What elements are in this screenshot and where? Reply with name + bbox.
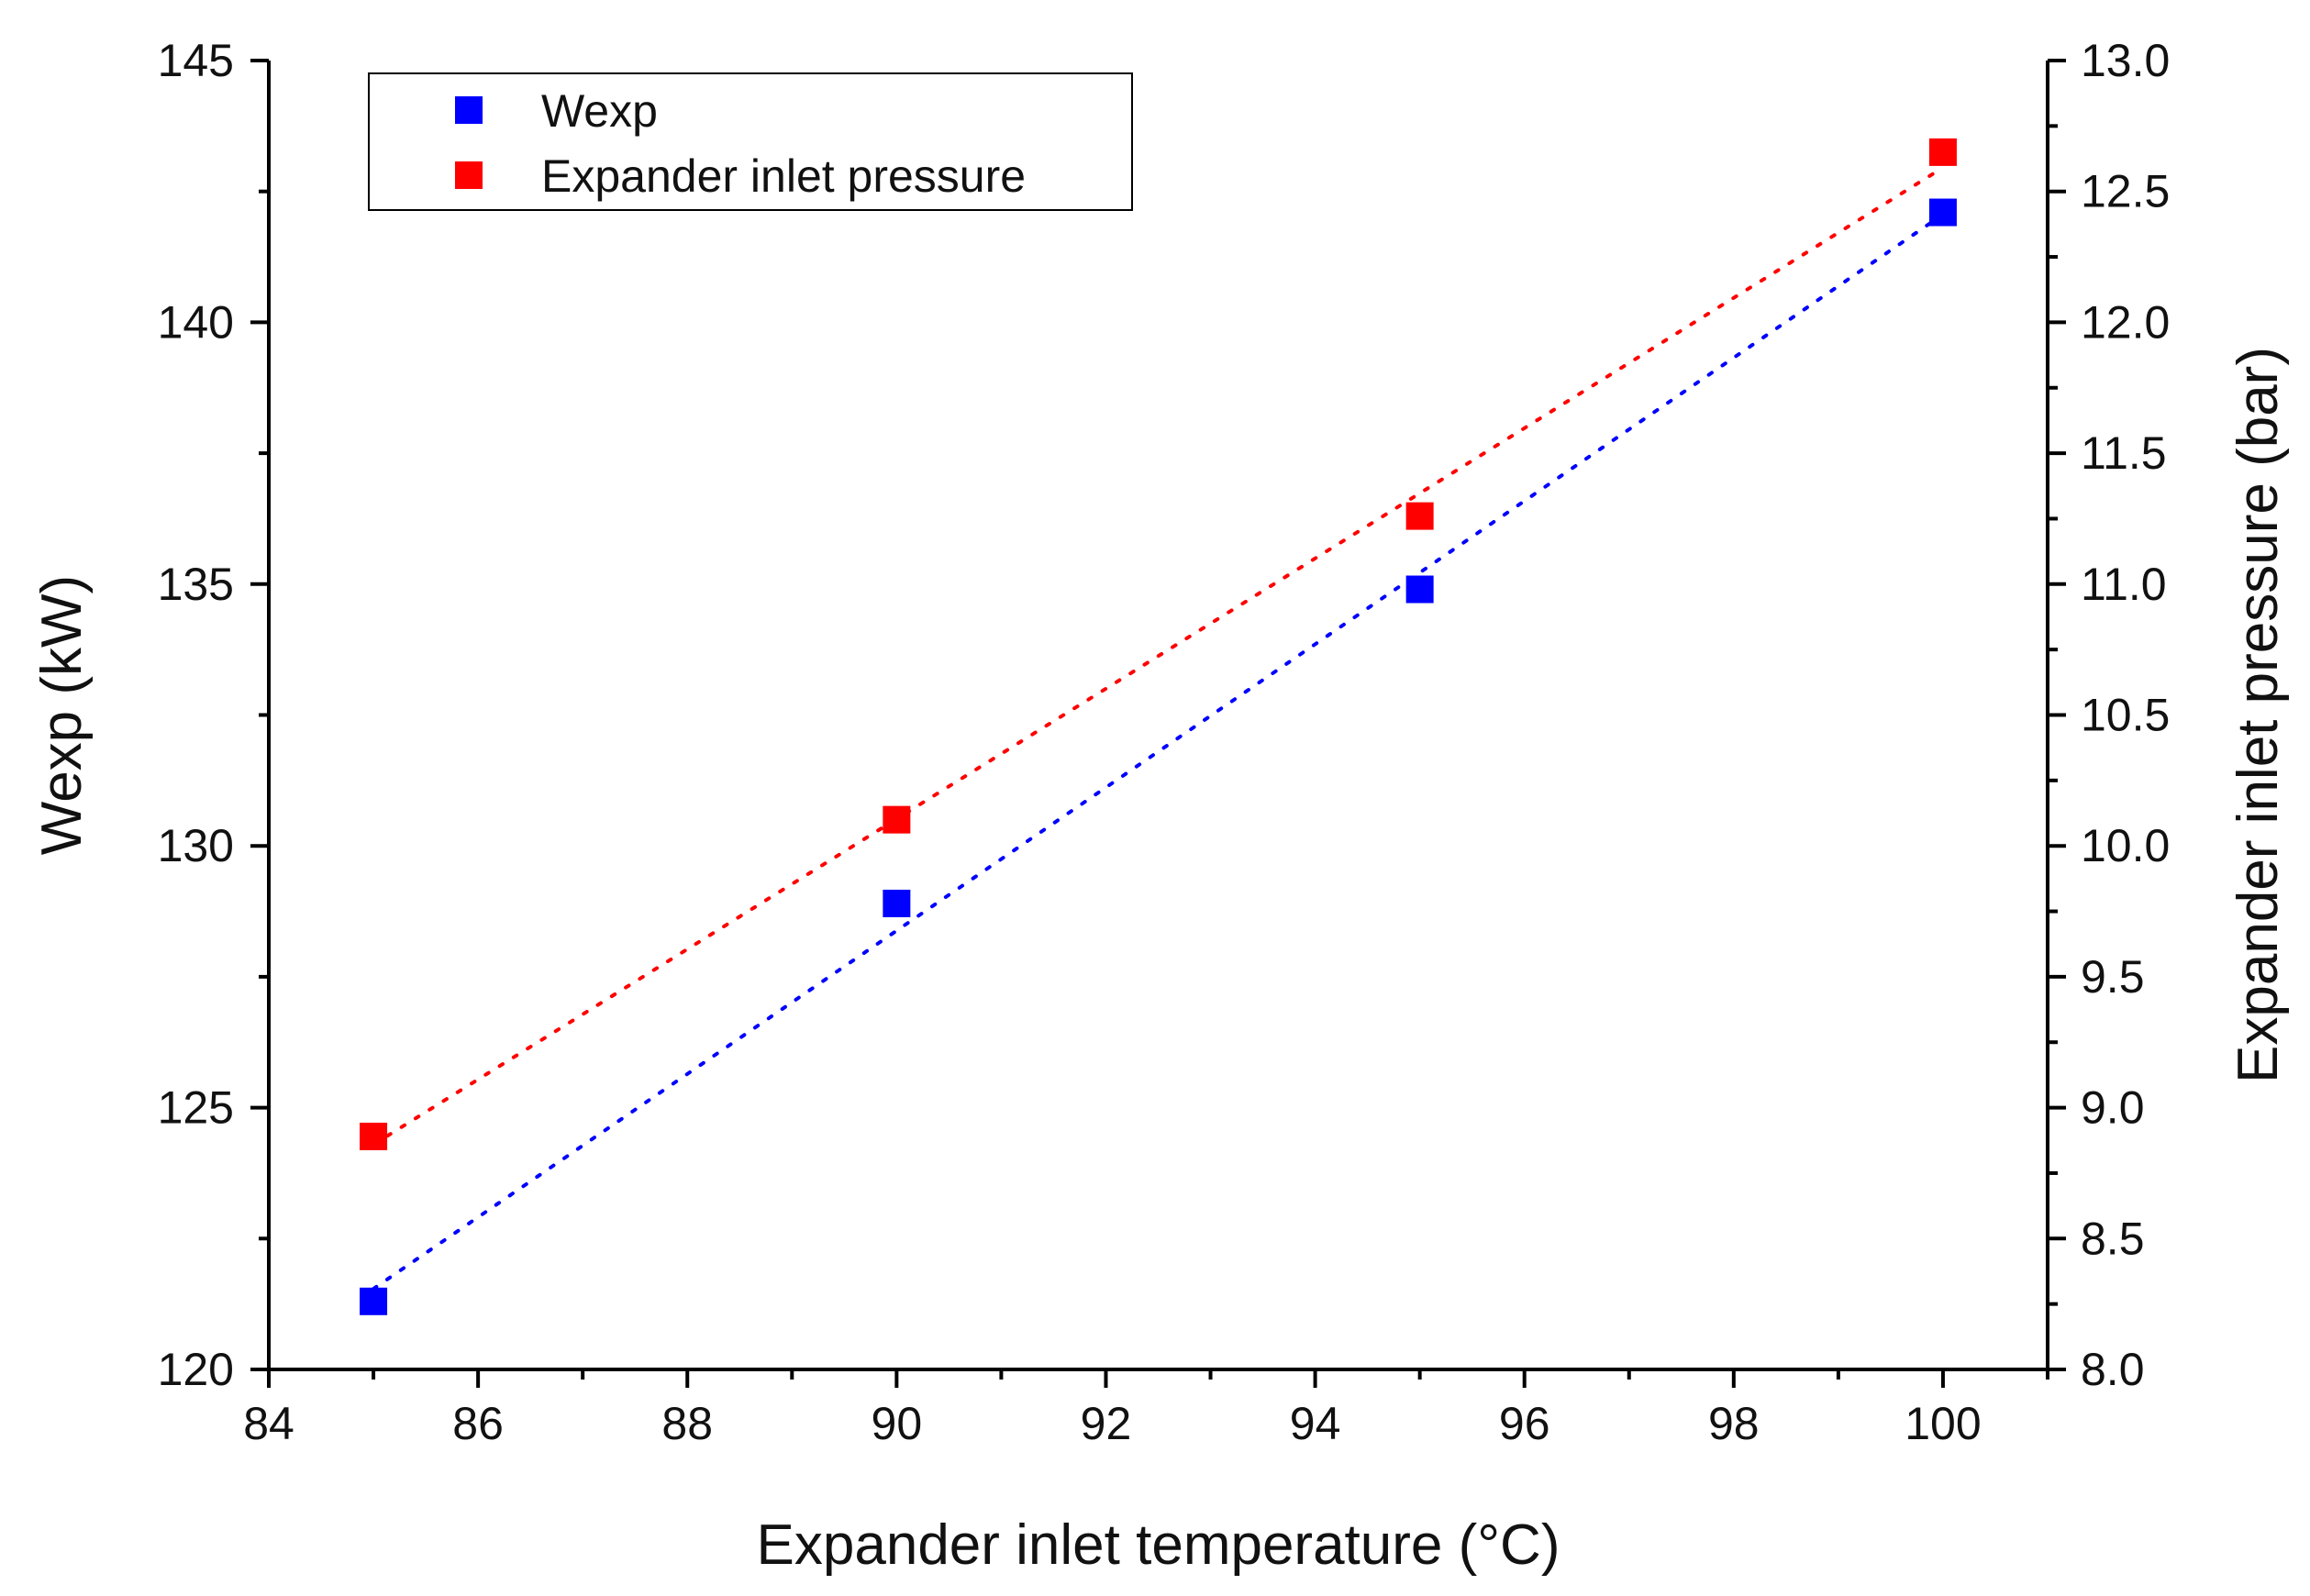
x-tick-label: 86 — [452, 1398, 504, 1449]
ticks: 84 86 88 90 92 94 96 98 100 120 125 130 135 140 145 8.0… — [158, 35, 2171, 1449]
x-axis-title: Expander inlet temperature (°C) — [757, 1513, 1560, 1577]
data-markers — [360, 138, 1957, 1315]
data-point-series-1 — [360, 1122, 388, 1150]
x-tick-label: 96 — [1499, 1398, 1550, 1449]
y-right-tick-label: 10.0 — [2081, 820, 2170, 871]
y-right-tick-label: 10.5 — [2081, 690, 2170, 741]
trendline-series-0 — [372, 212, 1945, 1291]
legend-label-wexp: Wexp — [541, 85, 658, 137]
data-point-series-0 — [1405, 575, 1434, 604]
x-tick-label: 100 — [1905, 1398, 1981, 1449]
y-right-tick-label: 8.5 — [2081, 1213, 2145, 1264]
y-left-tick-label: 140 — [158, 296, 234, 348]
data-point-series-0 — [1928, 198, 1957, 227]
legend-swatch-wexp — [455, 96, 483, 124]
legend-swatch-pressure — [455, 161, 483, 189]
y-right-tick-label: 11.5 — [2081, 427, 2167, 479]
x-tick-label: 92 — [1081, 1398, 1132, 1449]
data-point-series-1 — [1405, 502, 1434, 530]
x-tick-label: 90 — [872, 1398, 923, 1449]
x-tick-label: 98 — [1708, 1398, 1760, 1449]
data-point-series-1 — [883, 805, 911, 834]
legend: Wexp Expander inlet pressure — [368, 72, 1133, 211]
y-right-tick-label: 8.0 — [2081, 1344, 2145, 1395]
data-point-series-0 — [360, 1287, 388, 1315]
x-tick-label: 94 — [1290, 1398, 1341, 1449]
y-axis-right-title: Expander inlet pressure (bar) — [2227, 347, 2290, 1083]
data-point-series-1 — [1928, 138, 1957, 166]
data-point-series-0 — [883, 889, 911, 917]
x-tick-label: 84 — [243, 1398, 294, 1449]
legend-label-pressure: Expander inlet pressure — [541, 150, 1026, 202]
y-right-tick-label: 12.0 — [2081, 296, 2170, 348]
y-left-tick-label: 120 — [158, 1344, 234, 1395]
y-right-tick-label: 12.5 — [2081, 166, 2170, 217]
y-right-tick-label: 11.0 — [2081, 559, 2167, 610]
trendline-series-1 — [372, 165, 1945, 1147]
y-right-tick-label: 9.0 — [2081, 1082, 2145, 1134]
axes — [267, 61, 2049, 1371]
y-right-tick-label: 13.0 — [2081, 35, 2170, 86]
y-left-tick-label: 125 — [158, 1082, 234, 1134]
y-left-tick-label: 145 — [158, 35, 234, 86]
y-left-tick-label: 135 — [158, 559, 234, 610]
y-axis-left-title: Wexp (kW) — [30, 575, 94, 855]
legend-box — [368, 72, 1133, 211]
y-left-tick-label: 130 — [158, 820, 234, 871]
trendlines — [372, 165, 1945, 1291]
x-tick-label: 88 — [661, 1398, 713, 1449]
y-right-tick-label: 9.5 — [2081, 951, 2145, 1003]
